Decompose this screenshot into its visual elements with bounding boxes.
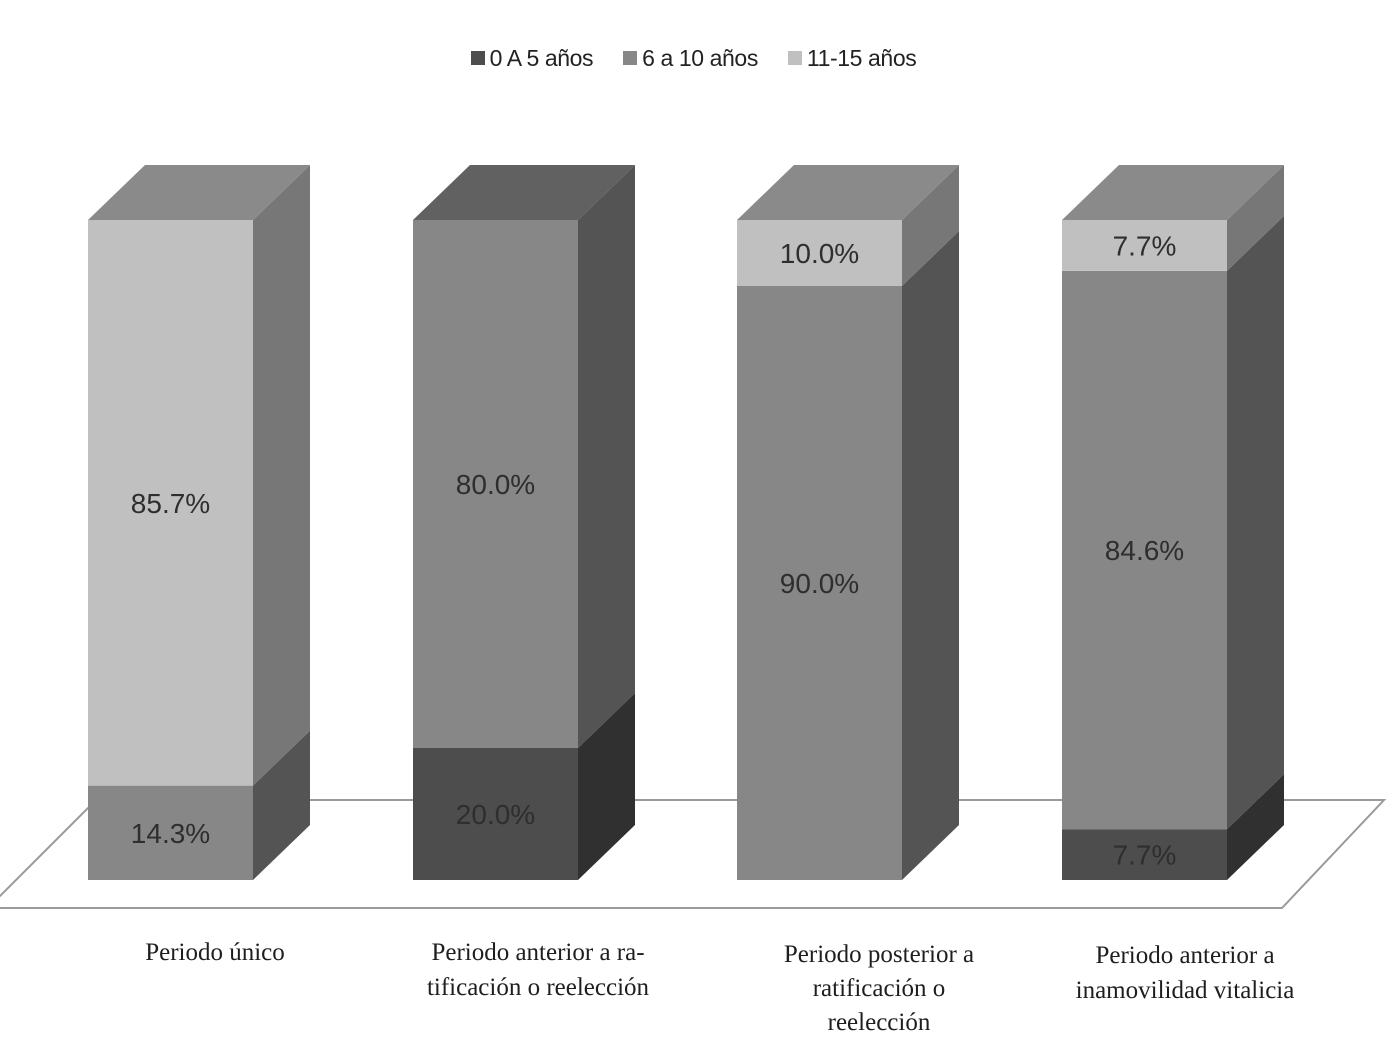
data-label-bar-2-segment-2: 80.0% [456, 469, 535, 500]
bar-1-segment-3-front [88, 220, 253, 786]
bar-2: 20.0% 80.0% [413, 165, 635, 880]
x-tick-label-periodo-posterior-ratificacion: Periodo posterior a ratificación o reele… [783, 941, 975, 1036]
x-tick-label-periodo-anterior-ratificacion: Periodo anterior a ra- tificación o reel… [426, 939, 650, 1001]
legend-item-6-a-10-anos: 6 a 10 años [623, 45, 758, 71]
bar-2-segment-2-front [413, 220, 578, 748]
legend-swatch [623, 51, 638, 65]
data-label-bar-3-segment-3: 10.0% [780, 238, 859, 269]
data-label-bar-4-segment-1: 7.7% [1113, 840, 1177, 871]
data-label-bar-3-segment-2: 90.0% [780, 568, 859, 599]
legend-item-11-15-anos: 11-15 años [787, 45, 917, 71]
bar-3-segment-2-front [737, 286, 902, 880]
data-label-bar-2-segment-1: 20.0% [456, 799, 535, 830]
bar-4-top-face [1062, 165, 1284, 220]
bar-4-segment-1-side [1227, 774, 1284, 880]
legend-item-0-a-5-anos: 0 A 5 años [470, 45, 594, 71]
legend-label: 6 a 10 años [642, 45, 758, 71]
bar-4-segment-1-front [1062, 829, 1227, 880]
data-label-bar-1-segment-2: 14.3% [131, 818, 210, 849]
data-label-bar-1-segment-3: 85.7% [131, 488, 210, 519]
bar-4-segment-3-side [1227, 165, 1284, 271]
legend-label: 0 A 5 años [489, 45, 594, 71]
bar-1-segment-2-front [88, 785, 253, 880]
floor-plane [0, 799, 1387, 909]
x-tick-label-periodo-anterior-inamovilidad: Periodo anterior a inamovilidad vitalici… [1075, 942, 1295, 1004]
data-label-bar-4-segment-3: 7.7% [1113, 230, 1177, 261]
bar-2-segment-1-front [413, 748, 578, 880]
bar-2-segment-2-side [578, 165, 635, 748]
legend-swatch [787, 51, 802, 65]
bar-1-top-face [88, 165, 310, 220]
bar-1: 14.3% 85.7% [88, 165, 310, 880]
bar-4-segment-2-side [1227, 215, 1284, 830]
bar-2-segment-1-side [578, 693, 635, 880]
bar-4-segment-2-front [1062, 270, 1227, 830]
data-label-bar-4-segment-2: 84.6% [1105, 535, 1184, 566]
x-tick-label-periodo-unico: Periodo único [145, 939, 285, 966]
bar-3-segment-3-front [737, 220, 902, 286]
legend-label: 11-15 años [806, 45, 917, 71]
bar-2-top-face [413, 165, 635, 220]
bar-4-segment-3-front [1062, 220, 1227, 271]
legend: 0 A 5 años 6 a 10 años 11-15 años [0, 45, 1387, 71]
bar-1-segment-3-side [253, 165, 310, 786]
bar-3-segment-3-side [902, 165, 959, 286]
bar-1-segment-2-side [253, 730, 310, 880]
bar-3-segment-2-side [902, 231, 959, 880]
legend-swatch [470, 51, 485, 65]
bar-4: 7.7% 84.6% 7.7% [1062, 165, 1284, 880]
bar-3: 90.0% 10.0% [737, 165, 959, 880]
bar-3-top-face [737, 165, 959, 220]
